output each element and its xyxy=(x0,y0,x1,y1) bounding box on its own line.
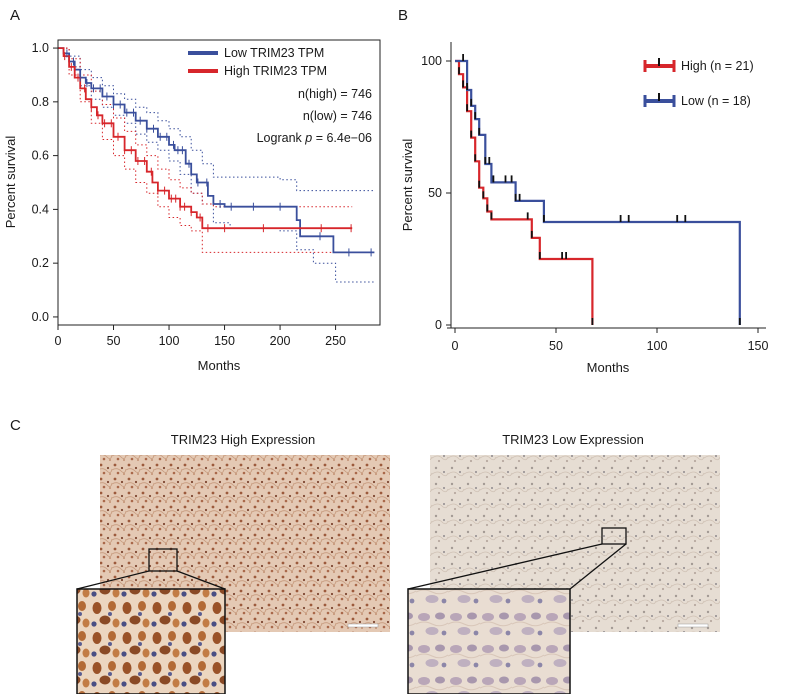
chart-b-x-ticks: 0 50 100 150 xyxy=(452,328,769,353)
chart-a-x-tick-label-4: 200 xyxy=(270,334,291,348)
chart-b-line-low xyxy=(455,59,741,325)
micrograph-low-zoom-connector-left xyxy=(407,543,603,590)
chart-b-legend-low: Low (n = 18) xyxy=(681,94,751,108)
panel-c-right-title: TRIM23 Low Expression xyxy=(502,432,644,447)
chart-b-y-axis-label: Percent survival xyxy=(400,139,415,232)
chart-a-survival-lines xyxy=(58,47,375,254)
chart-a-x-tick-label-5: 250 xyxy=(325,334,346,348)
chart-b-y-tick-label-0: 0 xyxy=(435,318,442,332)
chart-a-y-tick-label-4: 0.8 xyxy=(32,95,49,109)
chart-b-y-ticks: 0 50 100 xyxy=(421,54,451,332)
chart-a-logrank-p: p xyxy=(304,131,312,145)
chart-a-y-tick-label-5: 1.0 xyxy=(32,41,49,55)
micrograph-high-zoom-region xyxy=(148,548,178,572)
chart-b-x-tick-label-1: 50 xyxy=(549,339,563,353)
chart-a-y-tick-label-3: 0.6 xyxy=(32,149,49,163)
chart-a-ci-lower-low xyxy=(58,47,375,283)
micrograph-low xyxy=(407,455,720,694)
chart-b-legend: High (n = 21) Low (n = 18) xyxy=(643,58,754,108)
chart-a-confidence-bands xyxy=(58,47,375,283)
chart-b-line-high xyxy=(455,59,594,325)
chart-b: 0 50 100 150 0 50 100 Months Percent survival… xyxy=(400,42,768,375)
chart-a-legend-high: High TRIM23 TPM xyxy=(224,64,327,78)
chart-a-x-tick-label-2: 100 xyxy=(159,334,180,348)
micrograph-low-scale-bar xyxy=(677,623,709,628)
chart-b-legend-high: High (n = 21) xyxy=(681,59,754,73)
chart-a-y-tick-label-2: 0.4 xyxy=(32,202,49,216)
panel-c-left-title: TRIM23 High Expression xyxy=(171,432,316,447)
micrograph-low-zoom-connector-right xyxy=(569,543,627,590)
chart-a-frame xyxy=(57,39,381,326)
chart-a: 0 50 100 150 200 250 0.0 0.2 0.4 0.6 0.8 1.0 Month… xyxy=(3,39,381,373)
chart-a-y-ticks: 0.0 0.2 0.4 0.6 0.8 1.0 xyxy=(32,41,58,324)
chart-a-logrank: Logrank p = 6.4e−06 xyxy=(257,131,372,145)
micrograph-high xyxy=(76,455,390,694)
chart-b-censor-marks xyxy=(458,54,741,325)
chart-a-x-tick-label-1: 50 xyxy=(107,334,121,348)
micrograph-high-zoom-connector-left xyxy=(76,570,150,590)
chart-a-x-axis-label: Months xyxy=(198,358,241,373)
micrograph-high-scale-bar xyxy=(347,623,379,628)
chart-a-logrank-prefix: Logrank xyxy=(257,131,306,145)
chart-b-x-tick-label-2: 100 xyxy=(647,339,668,353)
micrograph-high-zoom-inset xyxy=(76,588,226,694)
chart-a-x-tick-label-0: 0 xyxy=(55,334,62,348)
chart-b-x-axis-label: Months xyxy=(587,360,630,375)
chart-a-x-ticks: 0 50 100 150 200 250 xyxy=(55,325,346,348)
chart-a-censor-marks xyxy=(64,49,372,257)
chart-a-y-tick-label-0: 0.0 xyxy=(32,310,49,324)
panel-c-letter: C xyxy=(10,417,21,434)
chart-a-logrank-value: = 6.4e−06 xyxy=(312,131,372,145)
chart-a-n-low: n(low) = 746 xyxy=(303,109,372,123)
chart-b-x-tick-label-3: 150 xyxy=(748,339,769,353)
chart-a-ci-lower-high xyxy=(58,47,353,253)
chart-b-y-tick-label-2: 100 xyxy=(421,54,442,68)
chart-a-ci-upper-high xyxy=(58,47,353,208)
chart-a-y-tick-label-1: 0.2 xyxy=(32,256,49,270)
chart-b-x-tick-label-0: 0 xyxy=(452,339,459,353)
chart-a-line-low xyxy=(58,47,375,254)
chart-a-y-axis-label: Percent survival xyxy=(3,136,18,229)
panel-b-letter: B xyxy=(398,7,408,24)
chart-a-legend-low: Low TRIM23 TPM xyxy=(224,46,324,60)
chart-a-n-high: n(high) = 746 xyxy=(298,87,372,101)
micrograph-low-zoom-inset xyxy=(407,588,571,694)
panel-a-letter: A xyxy=(10,7,20,24)
chart-a-x-tick-label-3: 150 xyxy=(214,334,235,348)
micrograph-low-zoom-region xyxy=(601,527,627,545)
chart-a-legend: Low TRIM23 TPM High TRIM23 TPM xyxy=(188,46,327,78)
micrograph-high-zoom-connector-right xyxy=(176,570,226,590)
chart-b-y-tick-label-1: 50 xyxy=(428,186,442,200)
